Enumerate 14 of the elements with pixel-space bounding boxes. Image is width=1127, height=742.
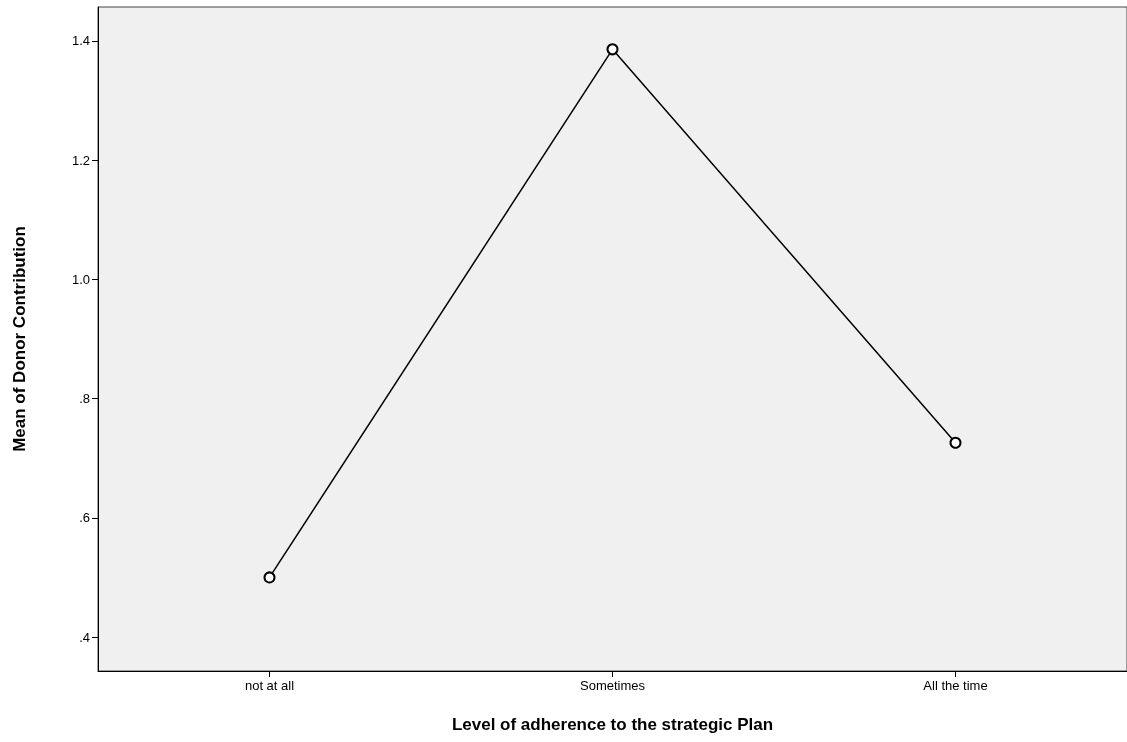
y-tick-label: 1.0 (71, 271, 90, 287)
x-tick-label: Sometimes (579, 678, 646, 693)
y-tick-label: 1.2 (71, 152, 90, 168)
y-tick-label: 1.4 (71, 33, 90, 49)
y-axis-title: Mean of Donor Contribution (10, 226, 29, 452)
y-tick-label: .6 (79, 510, 90, 526)
x-tick-label: not at all (244, 678, 295, 693)
y-tick-label: .4 (79, 629, 90, 645)
x-axis-title: Level of adherence to the strategic Plan (451, 715, 774, 734)
point (949, 436, 962, 449)
point (263, 571, 276, 584)
y-tick-label: .8 (79, 391, 90, 407)
x-tick-label: All the time (923, 678, 988, 693)
point (606, 43, 619, 56)
